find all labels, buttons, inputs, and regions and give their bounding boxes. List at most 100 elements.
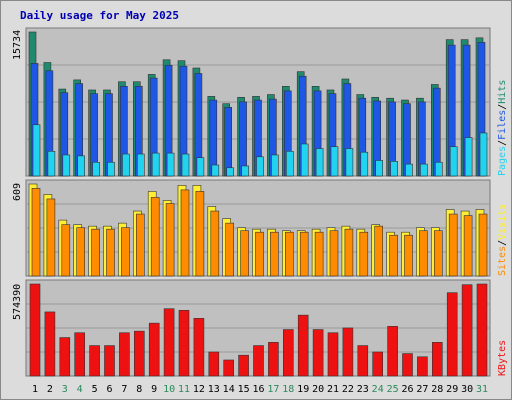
bar-pages [226, 167, 234, 177]
bar-sites [91, 228, 100, 277]
x-tick-label: 29 [446, 384, 458, 395]
x-tick-label: 5 [92, 384, 98, 395]
chart-title: Daily usage for May 2025 [20, 9, 179, 22]
bar-sites [121, 227, 130, 277]
bar-kbytes [476, 283, 488, 377]
bar-pages [122, 153, 130, 177]
bar-pages [271, 154, 279, 177]
bar-sites [433, 230, 443, 277]
bar-pages [479, 132, 488, 177]
bar-sites [46, 198, 56, 277]
x-tick-label: 7 [121, 384, 127, 395]
legend-visits: Visits [497, 204, 508, 240]
bar-pages [330, 146, 339, 177]
x-tick-label: 25 [387, 384, 399, 395]
traffic-ymax-label: 574390 [12, 284, 23, 320]
bar-kbytes [163, 308, 175, 377]
bar-sites [195, 191, 205, 277]
bar-pages [107, 161, 115, 177]
bar-kbytes [89, 345, 100, 377]
bar-sites [463, 215, 473, 277]
bar-sites [150, 197, 160, 277]
x-tick-label: 19 [297, 384, 309, 395]
bar-pages [196, 157, 205, 177]
bar-pages [375, 160, 384, 177]
x-tick-label: 23 [357, 384, 369, 395]
legend-hits: Hits [497, 80, 508, 104]
bar-kbytes [74, 332, 85, 377]
bar-sites [136, 213, 145, 277]
bar-sites [61, 224, 71, 277]
bar-kbytes [223, 359, 234, 377]
x-tick-label: 15 [238, 384, 250, 395]
x-tick-label: 12 [193, 384, 205, 395]
bar-kbytes [282, 329, 294, 377]
bar-pages [62, 154, 71, 177]
bar-pages [315, 148, 324, 177]
bar-pages [360, 151, 369, 177]
bar-pages [285, 150, 294, 177]
bar-sites [329, 230, 339, 277]
x-tick-label: 31 [476, 384, 488, 395]
x-tick-label: 22 [342, 384, 354, 395]
bar-kbytes [357, 345, 369, 377]
bar-pages [137, 153, 145, 177]
bar-kbytes [44, 311, 56, 377]
x-tick-label: 2 [47, 384, 53, 395]
bar-kbytes [104, 345, 115, 377]
bar-kbytes [417, 356, 428, 377]
bar-kbytes [29, 283, 41, 377]
bar-kbytes [148, 322, 160, 377]
bar-pages [256, 156, 264, 177]
bar-pages [92, 161, 100, 177]
legend-sep: / [497, 104, 508, 110]
bar-kbytes [446, 292, 458, 377]
bar-pages [464, 137, 473, 177]
bar-sites [419, 230, 428, 277]
bar-sites [359, 231, 369, 277]
bar-pages [151, 152, 160, 177]
bar-kbytes [208, 351, 220, 377]
legend-kbytes: KBytes [497, 340, 508, 376]
bar-files [224, 107, 232, 177]
bar-kbytes [312, 329, 324, 377]
x-tick-label: 1 [32, 384, 38, 395]
bar-pages [405, 163, 413, 177]
requests-ymax-label: 15734 [12, 30, 23, 60]
bar-pages [241, 165, 249, 177]
legend-traffic: KBytes [497, 340, 508, 376]
bar-sites [299, 231, 309, 277]
bar-sites [165, 203, 175, 277]
bar-kbytes [387, 326, 398, 377]
bar-kbytes [134, 330, 145, 377]
x-tick-label: 21 [327, 384, 339, 395]
bar-sites [344, 228, 354, 277]
bar-kbytes [178, 310, 190, 377]
legend-sep: / [497, 140, 508, 146]
x-tick-label: 11 [178, 384, 190, 395]
bar-sites [404, 234, 413, 277]
x-tick-labels: 1 2 3 4 5 6 7 8 9 10 11 12 13 14 15 16 17 18 19 20 21 22 23 24 2… [32, 384, 488, 395]
x-tick-label: 28 [431, 384, 443, 395]
bar-pages [181, 153, 190, 177]
legend-pages: Pages [497, 146, 508, 176]
bar-sites [314, 231, 324, 277]
bar-kbytes [119, 332, 130, 377]
bar-sites [374, 225, 384, 277]
bar-kbytes [327, 332, 339, 377]
visitors-ymax-label: 609 [12, 183, 23, 201]
bar-sites [180, 189, 190, 277]
bar-sites [478, 213, 488, 277]
x-tick-label: 3 [62, 384, 68, 395]
legend-visitors: Sites/Visits [497, 204, 508, 276]
bar-kbytes [238, 354, 249, 377]
bar-files [209, 99, 218, 177]
bar-sites [284, 231, 294, 277]
bar-sites [210, 210, 220, 277]
x-tick-label: 4 [77, 384, 83, 395]
legend-files: Files [497, 110, 508, 140]
x-tick-label: 24 [372, 384, 384, 395]
bar-pages [211, 164, 220, 177]
